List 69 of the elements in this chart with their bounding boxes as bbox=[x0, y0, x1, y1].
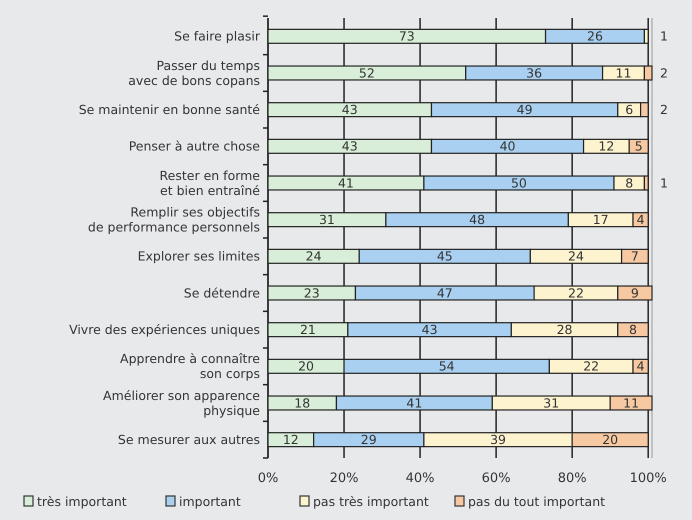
data-label: 18 bbox=[294, 395, 310, 410]
data-label: 11 bbox=[616, 65, 632, 80]
y-tick-label: Apprendre à connaître son corps bbox=[120, 351, 260, 382]
data-label: 9 bbox=[630, 285, 639, 300]
y-tick-label: Rester en forme et bien entraîné bbox=[160, 168, 260, 198]
data-label: 73 bbox=[398, 28, 415, 44]
data-label: 6 bbox=[625, 102, 634, 118]
data-label: 2 bbox=[660, 102, 668, 118]
data-label: 47 bbox=[436, 285, 453, 300]
data-label: 2 bbox=[660, 65, 668, 80]
x-tick-label: 60% bbox=[482, 471, 511, 486]
data-label: 52 bbox=[358, 65, 375, 80]
data-label: 22 bbox=[568, 285, 584, 300]
data-label: 12 bbox=[598, 138, 614, 154]
y-tick-label: Se maintenir en bonne santé bbox=[78, 102, 260, 118]
data-label: 17 bbox=[592, 212, 609, 228]
data-label: 20 bbox=[298, 358, 314, 374]
data-label: 48 bbox=[469, 212, 486, 228]
legend-label: très important bbox=[37, 494, 127, 509]
data-label: 43 bbox=[342, 138, 358, 154]
data-label: 40 bbox=[500, 138, 516, 154]
data-label: 39 bbox=[490, 432, 506, 448]
data-label: 24 bbox=[306, 248, 322, 264]
x-tick-label: 0% bbox=[258, 471, 278, 486]
data-label: 43 bbox=[342, 102, 358, 118]
y-tick-label: Se mesurer aux autres bbox=[118, 432, 260, 448]
data-label: 12 bbox=[282, 432, 299, 448]
data-label: 8 bbox=[625, 175, 634, 190]
legend-label: important bbox=[179, 494, 241, 509]
x-tick-label: 80% bbox=[558, 471, 587, 486]
data-label: 7 bbox=[630, 248, 639, 264]
data-label: 28 bbox=[556, 322, 573, 338]
data-label: 4 bbox=[636, 212, 645, 228]
data-label: 1 bbox=[660, 175, 668, 190]
data-label: 45 bbox=[436, 248, 453, 264]
legend-label: pas du tout important bbox=[468, 494, 606, 509]
data-label: 41 bbox=[406, 395, 422, 410]
x-tick-label: 40% bbox=[406, 471, 435, 486]
y-tick-label: Passer du temps avec de bons copans bbox=[128, 58, 260, 88]
y-tick-label: Remplir ses objectifs de performance personnels bbox=[88, 204, 260, 235]
y-tick-label: Explorer ses limites bbox=[138, 248, 260, 264]
data-label: 22 bbox=[583, 358, 600, 374]
data-label: 54 bbox=[438, 358, 455, 374]
data-label: 5 bbox=[634, 138, 643, 154]
data-label: 31 bbox=[543, 395, 560, 410]
data-label: 29 bbox=[360, 432, 377, 448]
data-label: 4 bbox=[636, 358, 645, 374]
data-label: 24 bbox=[568, 248, 584, 264]
data-label: 36 bbox=[526, 65, 542, 80]
data-label: 49 bbox=[516, 102, 533, 118]
data-label: 1 bbox=[660, 28, 668, 44]
y-tick-label: Vivre des expériences uniques bbox=[69, 322, 260, 338]
data-label: 31 bbox=[318, 212, 335, 228]
x-tick-label: 20% bbox=[330, 471, 358, 486]
data-label: 20 bbox=[602, 432, 618, 448]
data-label: 41 bbox=[338, 175, 354, 190]
data-label: 21 bbox=[300, 322, 316, 338]
y-tick-label: Se détendre bbox=[184, 285, 260, 300]
x-tick-label: 100% bbox=[630, 471, 667, 486]
legend-label: pas très important bbox=[313, 494, 429, 509]
data-label: 23 bbox=[304, 285, 320, 300]
data-label: 43 bbox=[422, 322, 438, 338]
y-tick-label: Se faire plasir bbox=[174, 28, 261, 44]
y-tick-label: Penser à autre chose bbox=[128, 138, 260, 154]
data-label: 8 bbox=[629, 322, 638, 338]
data-label: 50 bbox=[510, 175, 527, 190]
data-label: 26 bbox=[587, 28, 603, 44]
data-label: 11 bbox=[623, 395, 640, 410]
y-tick-label: Améliorer son apparence physique bbox=[103, 388, 260, 418]
